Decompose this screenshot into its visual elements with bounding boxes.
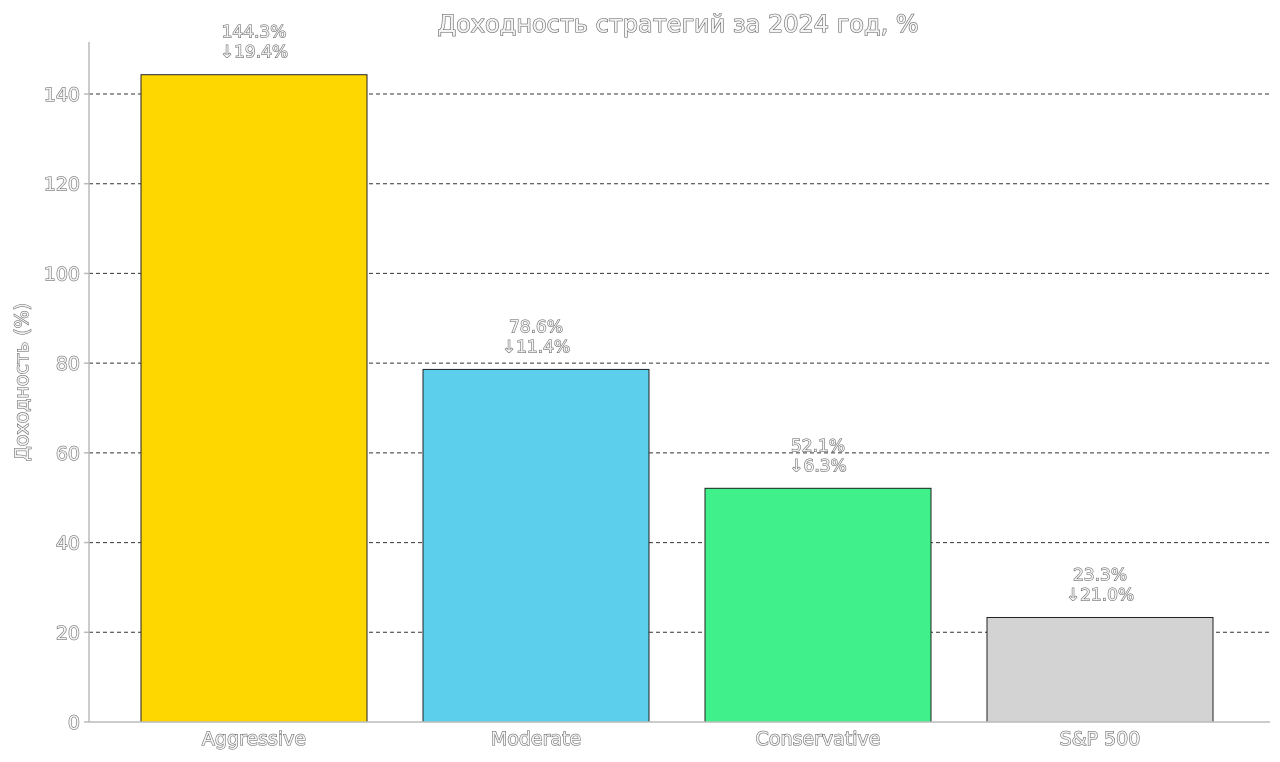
drawdown-label: ↓11.4% <box>502 337 570 357</box>
chart-title: Доходность стратегий за 2024 год, % <box>437 10 918 38</box>
value-label: 23.3% <box>1073 565 1127 585</box>
y-tick-label: 140 <box>44 84 80 106</box>
y-tick-label: 20 <box>56 622 80 644</box>
value-label: 144.3% <box>222 23 287 43</box>
value-label: 78.6% <box>509 317 563 337</box>
x-tick-label: S&P 500 <box>1060 728 1141 750</box>
y-tick-label: 80 <box>56 353 80 375</box>
value-label: 52.1% <box>791 436 845 456</box>
y-tick-label: 40 <box>56 533 80 555</box>
axes <box>88 42 1270 723</box>
drawdown-label: ↓19.4% <box>220 43 288 63</box>
y-tick-label: 0 <box>68 712 80 734</box>
y-tick-label: 60 <box>56 443 80 465</box>
drawdown-label: ↓21.0% <box>1066 585 1134 605</box>
bar <box>704 487 932 723</box>
y-tick-labels: 0 20 40 60 80 100 120 140 <box>43 84 89 735</box>
x-tick-label: Aggressive <box>202 728 306 750</box>
x-tick-label: Moderate <box>491 728 581 750</box>
x-tick-labels: Aggressive Moderate Conservative S&P 500 <box>201 728 1141 751</box>
bars <box>140 74 1214 723</box>
data-labels: 144.3%↓19.4% 78.6%↓11.4% 52.1%↓6.3% 23.3%↓2… <box>219 22 1134 606</box>
drawdown-label: ↓6.3% <box>789 456 846 476</box>
y-tick-label: 120 <box>44 174 80 196</box>
bar <box>422 368 650 723</box>
x-tick-label: Conservative <box>756 728 881 750</box>
y-axis-label: Доходность (%) <box>11 303 33 461</box>
bar <box>986 616 1214 723</box>
bar <box>140 74 368 723</box>
y-tick-label: 100 <box>44 263 80 285</box>
